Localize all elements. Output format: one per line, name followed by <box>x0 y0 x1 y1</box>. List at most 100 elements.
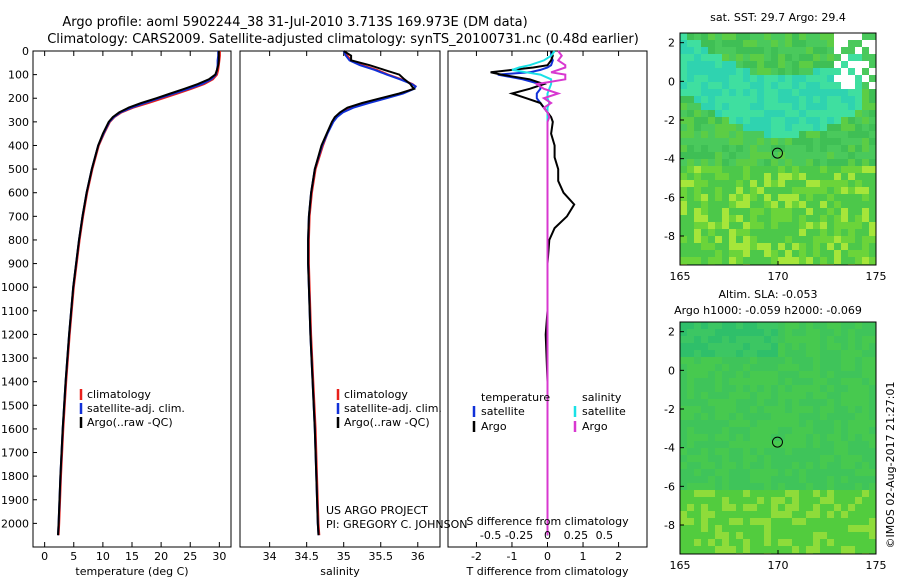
x-tick-label: 25 <box>183 550 197 563</box>
map-cell <box>778 103 785 110</box>
map-cell <box>841 47 848 54</box>
map-cell <box>771 61 778 68</box>
map-cell <box>708 518 715 525</box>
map-cell <box>785 427 792 434</box>
map-cell <box>715 490 722 497</box>
map-cell <box>799 329 806 336</box>
map-cell <box>799 364 806 371</box>
map-cell <box>841 350 848 357</box>
map-cell <box>799 483 806 490</box>
map-cell <box>771 194 778 201</box>
map-cell <box>792 455 799 462</box>
map-cell <box>848 131 855 138</box>
map-cell <box>680 462 687 469</box>
map-cell <box>729 131 736 138</box>
map-cell <box>701 54 708 61</box>
map-cell <box>792 257 799 264</box>
map-cell <box>764 427 771 434</box>
map-cell <box>841 441 848 448</box>
map-cell <box>827 257 834 264</box>
map-cell <box>757 33 764 40</box>
map-cell <box>855 54 862 61</box>
map-cell <box>687 525 694 532</box>
map-cell <box>701 47 708 54</box>
map-cell <box>750 343 757 350</box>
map-cell <box>771 413 778 420</box>
map-cell <box>764 110 771 117</box>
map-x-tick-label: 170 <box>768 559 789 572</box>
map-cell <box>792 124 799 131</box>
map-cell <box>813 75 820 82</box>
map-cell <box>862 322 869 329</box>
map-cell <box>743 131 750 138</box>
map-cell <box>729 343 736 350</box>
map-cell <box>743 483 750 490</box>
map-cell <box>694 476 701 483</box>
map-cell <box>827 54 834 61</box>
map-cell <box>792 504 799 511</box>
map-cell <box>722 180 729 187</box>
map-cell <box>736 329 743 336</box>
map-cell <box>757 455 764 462</box>
map-cell <box>757 257 764 264</box>
map-cell <box>680 511 687 518</box>
map-cell <box>834 229 841 236</box>
map-cell <box>680 229 687 236</box>
map-cell <box>715 455 722 462</box>
map-cell <box>715 371 722 378</box>
map-cell <box>820 546 827 553</box>
map-cell <box>792 420 799 427</box>
map-cell <box>729 257 736 264</box>
map-cell <box>813 343 820 350</box>
map-cell <box>820 40 827 47</box>
map-cell <box>757 476 764 483</box>
map-cell <box>722 427 729 434</box>
map-cell <box>841 469 848 476</box>
map-cell <box>841 82 848 89</box>
map-cell <box>722 61 729 68</box>
map-cell <box>834 434 841 441</box>
y-tick-label: 900 <box>8 258 29 271</box>
map-cell <box>694 103 701 110</box>
legend-label: Argo <box>481 420 507 433</box>
map-cell <box>750 483 757 490</box>
map-cell <box>785 173 792 180</box>
map-cell <box>841 89 848 96</box>
map-cell <box>869 110 876 117</box>
map-cell <box>841 110 848 117</box>
map-cell <box>757 406 764 413</box>
map-cell <box>750 166 757 173</box>
map-cell <box>806 406 813 413</box>
map-cell <box>855 173 862 180</box>
map-cell <box>680 434 687 441</box>
map-cell <box>743 215 750 222</box>
map-cell <box>708 103 715 110</box>
y-tick-label: 1700 <box>1 447 29 460</box>
map-cell <box>736 434 743 441</box>
map-cell <box>848 434 855 441</box>
map-cell <box>757 511 764 518</box>
map-cell <box>764 117 771 124</box>
map-cell <box>841 103 848 110</box>
map-cell <box>722 455 729 462</box>
map-cell <box>799 201 806 208</box>
map-cell <box>841 40 848 47</box>
map-cell <box>764 222 771 229</box>
map-cell <box>715 201 722 208</box>
map-cell <box>715 469 722 476</box>
map-cell <box>827 180 834 187</box>
map-cell <box>827 490 834 497</box>
map-cell <box>813 413 820 420</box>
map-cell <box>848 68 855 75</box>
map-cell <box>820 525 827 532</box>
map-cell <box>743 420 750 427</box>
map-cell <box>750 243 757 250</box>
map-cell <box>841 208 848 215</box>
map-cell <box>799 33 806 40</box>
map-cell <box>785 504 792 511</box>
map-cell <box>799 518 806 525</box>
map-cell <box>694 420 701 427</box>
map-cell <box>834 427 841 434</box>
map-cell <box>729 455 736 462</box>
